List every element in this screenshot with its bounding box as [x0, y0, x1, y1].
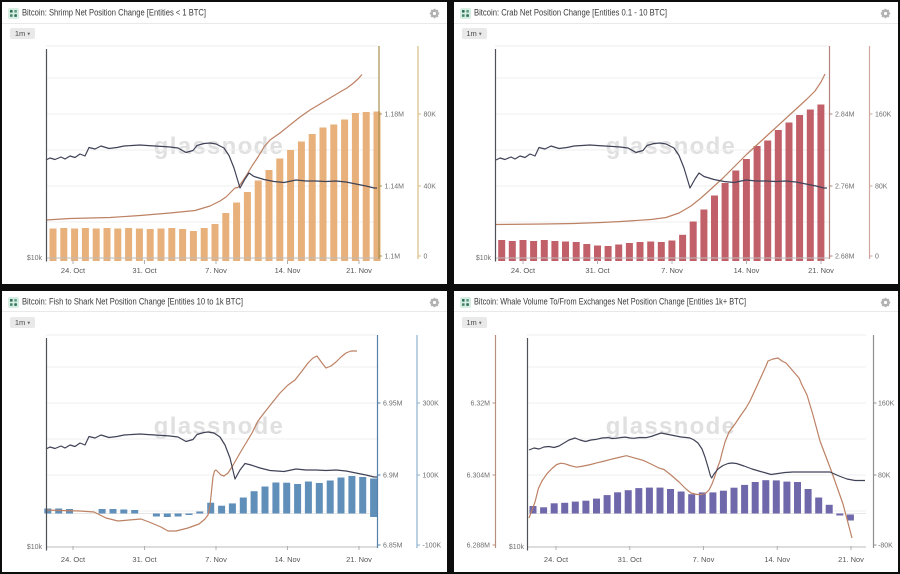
svg-text:$10k: $10k — [27, 255, 43, 262]
svg-text:100K: 100K — [423, 472, 440, 479]
svg-text:0: 0 — [424, 254, 428, 261]
svg-text:6.288M: 6.288M — [466, 542, 490, 549]
svg-text:-100K: -100K — [423, 542, 442, 549]
svg-text:24. Oct: 24. Oct — [510, 266, 535, 275]
svg-text:$10k: $10k — [475, 255, 491, 262]
svg-text:80K: 80K — [878, 472, 891, 479]
svg-text:7. Nov: 7. Nov — [692, 555, 714, 564]
svg-text:40K: 40K — [424, 184, 437, 191]
svg-text:7. Nov: 7. Nov — [205, 555, 227, 564]
svg-text:$10k: $10k — [27, 544, 43, 551]
svg-text:14. Nov: 14. Nov — [275, 266, 301, 275]
svg-text:2.76M: 2.76M — [835, 184, 855, 191]
svg-text:14. Nov: 14. Nov — [733, 266, 759, 275]
svg-text:21. Nov: 21. Nov — [808, 266, 834, 275]
svg-text:160K: 160K — [875, 112, 892, 119]
svg-text:Bitcoin: Shrimp Net Position C: Bitcoin: Shrimp Net Position Change [Ent… — [22, 8, 206, 18]
svg-text:Bitcoin: Fish to Shark Net Pos: Bitcoin: Fish to Shark Net Position Chan… — [22, 296, 243, 306]
svg-text:300K: 300K — [423, 400, 440, 407]
svg-text:6.85M: 6.85M — [383, 542, 403, 549]
svg-text:31. Oct: 31. Oct — [585, 266, 610, 275]
svg-text:21. Nov: 21. Nov — [346, 555, 372, 564]
svg-text:31. Oct: 31. Oct — [132, 266, 157, 275]
svg-text:Bitcoin: Crab Net Position Cha: Bitcoin: Crab Net Position Change [Entit… — [474, 8, 667, 18]
svg-text:1.18M: 1.18M — [385, 112, 405, 119]
svg-text:6.95M: 6.95M — [383, 400, 403, 407]
svg-text:21. Nov: 21. Nov — [838, 555, 864, 564]
svg-text:6.304M: 6.304M — [466, 472, 490, 479]
svg-text:7. Nov: 7. Nov — [205, 266, 227, 275]
svg-text:1.14M: 1.14M — [385, 184, 405, 191]
svg-text:1.1M: 1.1M — [385, 254, 401, 261]
svg-text:24. Oct: 24. Oct — [61, 555, 86, 564]
svg-text:glassnode: glassnode — [605, 413, 735, 440]
svg-text:31. Oct: 31. Oct — [132, 555, 157, 564]
svg-text:14. Nov: 14. Nov — [275, 555, 301, 564]
svg-text:2.84M: 2.84M — [835, 112, 855, 119]
svg-text:21. Nov: 21. Nov — [346, 266, 372, 275]
svg-text:31. Oct: 31. Oct — [617, 555, 642, 564]
svg-text:160K: 160K — [878, 400, 895, 407]
svg-text:6.9M: 6.9M — [383, 472, 399, 479]
svg-text:Bitcoin: Whale Volume To/From: Bitcoin: Whale Volume To/From Exchanges … — [474, 296, 746, 306]
svg-text:glassnode: glassnode — [154, 133, 284, 160]
svg-text:24. Oct: 24. Oct — [543, 555, 568, 564]
svg-text:80K: 80K — [424, 112, 437, 119]
svg-text:24. Oct: 24. Oct — [61, 266, 86, 275]
svg-text:6.32M: 6.32M — [470, 400, 490, 407]
svg-text:-80K: -80K — [878, 542, 893, 549]
svg-text:80K: 80K — [875, 184, 888, 191]
svg-text:$10k: $10k — [508, 544, 524, 551]
svg-text:2.68M: 2.68M — [835, 254, 855, 261]
svg-text:14. Nov: 14. Nov — [764, 555, 790, 564]
svg-text:7. Nov: 7. Nov — [661, 266, 683, 275]
svg-text:0: 0 — [875, 254, 879, 261]
